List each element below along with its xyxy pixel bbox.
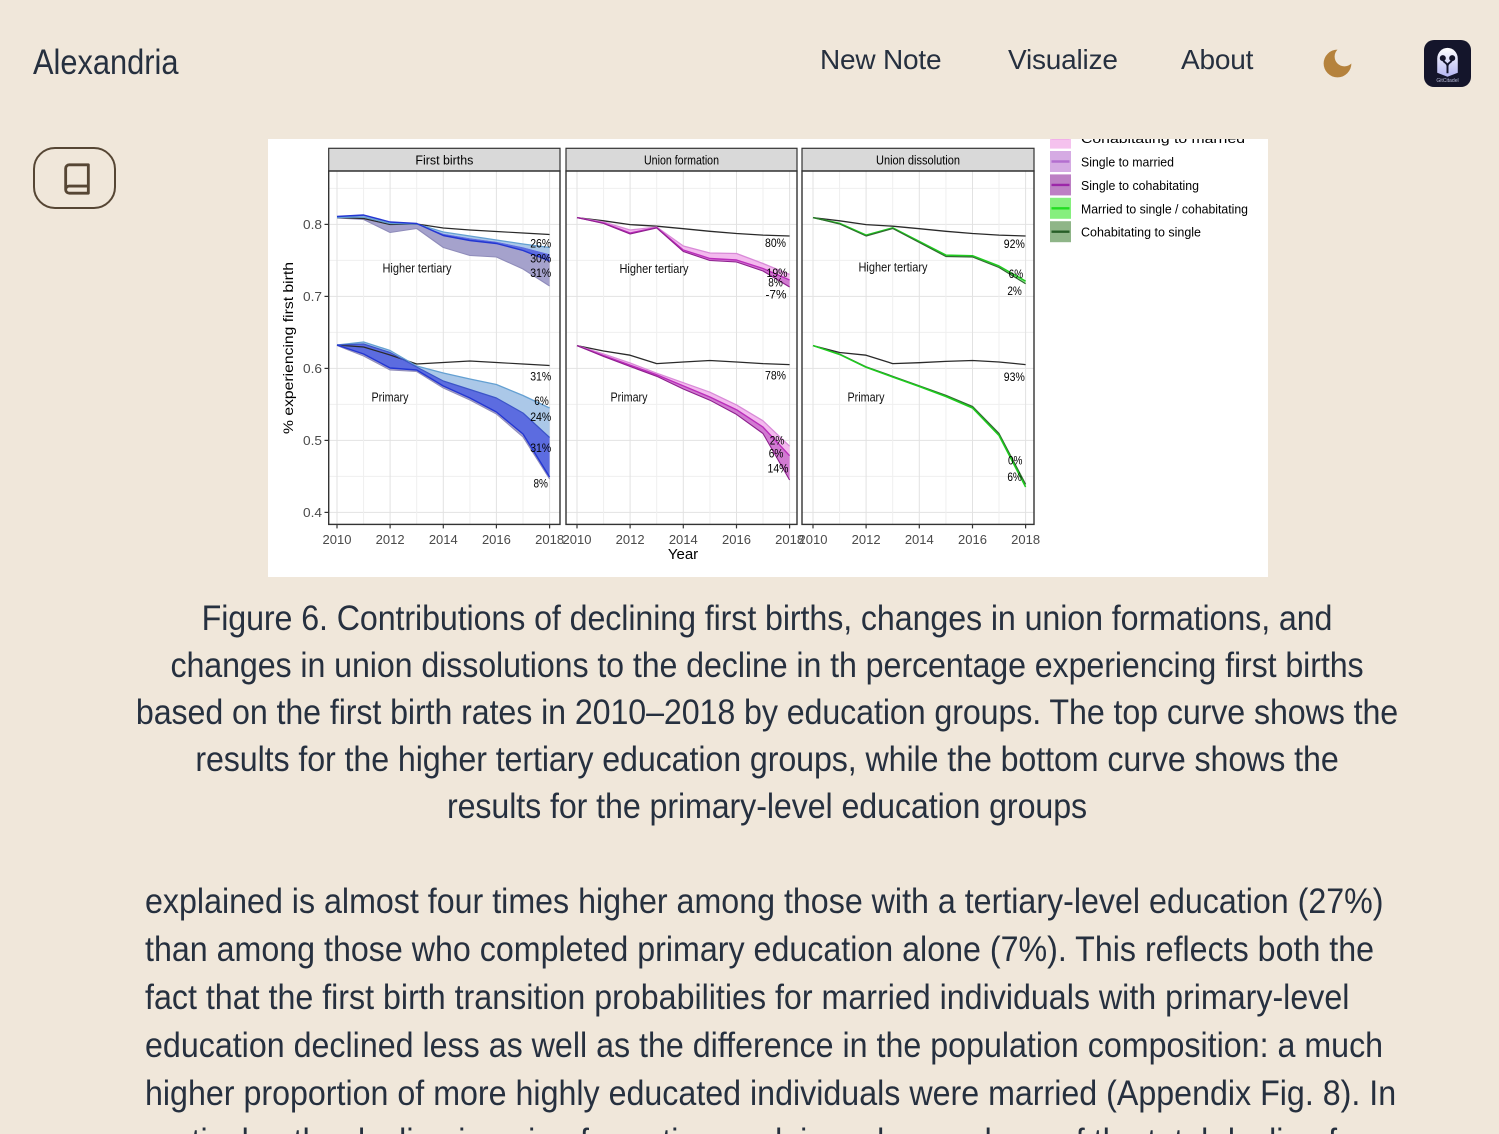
svg-text:2018: 2018 xyxy=(775,532,804,547)
svg-text:Single to married: Single to married xyxy=(1081,155,1174,170)
svg-text:8%: 8% xyxy=(533,476,548,490)
svg-text:26%: 26% xyxy=(530,237,551,251)
svg-text:Married to single / cohabitati: Married to single / cohabitating xyxy=(1081,201,1248,216)
svg-text:2012: 2012 xyxy=(852,532,881,547)
svg-text:Union formation: Union formation xyxy=(644,153,719,168)
svg-text:Primary: Primary xyxy=(372,391,410,405)
svg-text:31%: 31% xyxy=(530,441,551,455)
svg-text:2010: 2010 xyxy=(323,532,352,547)
svg-text:2%: 2% xyxy=(770,434,785,448)
svg-text:19%: 19% xyxy=(767,266,788,280)
svg-text:6%: 6% xyxy=(1007,470,1022,484)
svg-text:Year: Year xyxy=(668,546,698,563)
svg-text:GitCitadel: GitCitadel xyxy=(1436,78,1458,84)
svg-text:Union dissolution: Union dissolution xyxy=(876,153,960,168)
svg-text:6%: 6% xyxy=(534,394,549,408)
svg-text:30%: 30% xyxy=(530,252,551,266)
svg-text:80%: 80% xyxy=(765,236,786,250)
svg-text:6%: 6% xyxy=(1009,267,1024,281)
svg-text:31%: 31% xyxy=(530,266,551,280)
svg-text:First births: First births xyxy=(415,153,473,168)
svg-text:2016: 2016 xyxy=(722,532,751,547)
svg-text:Higher tertiary: Higher tertiary xyxy=(383,262,453,276)
svg-text:Primary: Primary xyxy=(611,391,649,405)
svg-text:2016: 2016 xyxy=(482,532,511,547)
svg-text:2014: 2014 xyxy=(429,532,458,547)
svg-text:14%: 14% xyxy=(768,462,789,476)
svg-text:31%: 31% xyxy=(530,370,551,384)
svg-text:24%: 24% xyxy=(530,410,551,424)
svg-text:0.8: 0.8 xyxy=(303,217,322,232)
svg-text:2%: 2% xyxy=(1007,284,1022,298)
svg-text:2014: 2014 xyxy=(669,532,698,547)
svg-text:0%: 0% xyxy=(1008,453,1023,467)
svg-text:2018: 2018 xyxy=(535,532,564,547)
svg-text:% experiencing first birth: % experiencing first birth xyxy=(280,262,296,434)
svg-text:Primary: Primary xyxy=(848,391,886,405)
svg-text:0.5: 0.5 xyxy=(303,433,322,448)
svg-text:6%: 6% xyxy=(769,446,784,460)
svg-text:2010: 2010 xyxy=(563,532,592,547)
svg-text:92%: 92% xyxy=(1004,237,1025,251)
svg-text:2014: 2014 xyxy=(905,532,934,547)
svg-text:0.6: 0.6 xyxy=(303,361,322,376)
svg-text:78%: 78% xyxy=(765,369,786,383)
svg-text:0.7: 0.7 xyxy=(303,289,322,304)
svg-text:2018: 2018 xyxy=(1011,532,1040,547)
svg-text:2010: 2010 xyxy=(799,532,828,547)
svg-text:2012: 2012 xyxy=(616,532,645,547)
svg-text:Cohabitating to married: Cohabitating to married xyxy=(1081,139,1245,146)
svg-text:93%: 93% xyxy=(1004,370,1025,384)
svg-text:8%: 8% xyxy=(768,276,783,290)
svg-text:-7%: -7% xyxy=(766,288,787,302)
svg-text:Cohabitating to single: Cohabitating to single xyxy=(1081,225,1201,240)
svg-text:0.4: 0.4 xyxy=(303,505,322,520)
svg-text:Higher tertiary: Higher tertiary xyxy=(859,261,929,275)
svg-text:Higher tertiary: Higher tertiary xyxy=(620,262,690,276)
svg-text:2016: 2016 xyxy=(958,532,987,547)
svg-text:2012: 2012 xyxy=(376,532,405,547)
svg-text:Single to cohabitating: Single to cohabitating xyxy=(1081,178,1199,193)
